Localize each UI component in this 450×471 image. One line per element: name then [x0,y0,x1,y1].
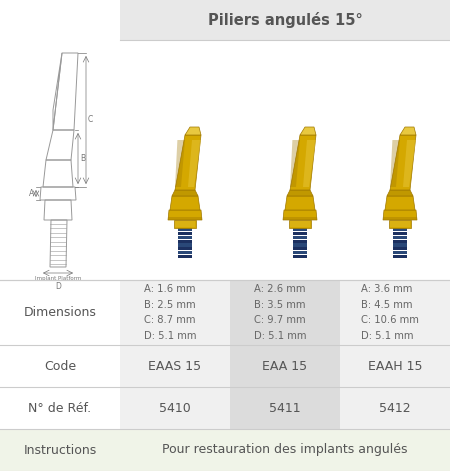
Polygon shape [293,228,307,231]
Polygon shape [172,190,198,196]
Polygon shape [293,244,307,247]
Bar [340,345,450,387]
Polygon shape [178,247,192,251]
Bar [0,387,120,429]
Polygon shape [400,127,416,135]
Polygon shape [178,240,192,243]
Polygon shape [178,228,192,231]
Polygon shape [175,140,185,187]
Text: Piliers angulés 15°: Piliers angulés 15° [207,12,362,28]
Polygon shape [393,255,407,258]
Polygon shape [293,247,307,251]
Text: Dimensions: Dimensions [23,306,96,319]
Text: Pour restauration des implants angulés: Pour restauration des implants angulés [162,444,408,456]
Bar [0,429,450,471]
Text: A: A [29,189,34,198]
Polygon shape [178,251,192,254]
Polygon shape [185,127,201,135]
Polygon shape [393,240,407,243]
Polygon shape [290,135,316,190]
Polygon shape [393,251,407,254]
Polygon shape [188,140,201,187]
Polygon shape [293,236,307,239]
Polygon shape [393,236,407,239]
Polygon shape [293,255,307,258]
Text: 5410: 5410 [159,401,191,414]
Polygon shape [389,220,411,228]
Polygon shape [403,140,416,187]
Bar [340,280,450,345]
Polygon shape [168,217,202,220]
Polygon shape [303,140,316,187]
Polygon shape [393,232,407,235]
Polygon shape [387,190,413,196]
Bar [120,280,230,345]
Bar [120,387,230,429]
Polygon shape [390,140,400,187]
Bar [230,387,340,429]
Bar [120,0,450,40]
Bar [230,280,340,345]
Polygon shape [385,196,415,210]
Polygon shape [390,135,416,190]
Text: 5411: 5411 [269,401,301,414]
Text: EAA 15: EAA 15 [262,359,307,373]
Polygon shape [290,221,310,227]
Text: N° de Réf.: N° de Réf. [28,401,91,414]
Text: C: C [88,115,93,124]
Polygon shape [174,220,196,228]
Polygon shape [293,240,307,243]
Polygon shape [393,228,407,231]
Polygon shape [293,232,307,235]
Polygon shape [290,140,300,187]
Polygon shape [283,210,317,220]
Polygon shape [293,251,307,254]
Polygon shape [287,190,313,196]
Polygon shape [170,196,200,210]
Text: Implant Platform: Implant Platform [35,276,81,281]
Bar [0,280,120,345]
Polygon shape [390,221,410,227]
Polygon shape [289,220,311,228]
Polygon shape [300,127,316,135]
Text: EAAS 15: EAAS 15 [148,359,202,373]
Text: B: B [80,154,85,163]
Polygon shape [175,221,195,227]
Polygon shape [178,255,192,258]
Polygon shape [283,217,317,220]
Polygon shape [285,196,315,210]
Bar [0,40,450,280]
Text: A: 2.6 mm
B: 3.5 mm
C: 9.7 mm
D: 5.1 mm: A: 2.6 mm B: 3.5 mm C: 9.7 mm D: 5.1 mm [254,284,306,341]
Polygon shape [178,236,192,239]
Text: Code: Code [44,359,76,373]
Bar [340,387,450,429]
Text: EAAH 15: EAAH 15 [368,359,422,373]
Bar [230,345,340,387]
Polygon shape [393,247,407,251]
Text: A: 3.6 mm
B: 4.5 mm
C: 10.6 mm
D: 5.1 mm: A: 3.6 mm B: 4.5 mm C: 10.6 mm D: 5.1 mm [361,284,419,341]
Bar [120,345,230,387]
Bar [0,345,120,387]
Polygon shape [178,244,192,247]
Text: 5412: 5412 [379,401,411,414]
Polygon shape [393,244,407,247]
Text: A: 1.6 mm
B: 2.5 mm
C: 8.7 mm
D: 5.1 mm: A: 1.6 mm B: 2.5 mm C: 8.7 mm D: 5.1 mm [144,284,196,341]
Polygon shape [175,135,201,190]
Text: D: D [55,282,61,291]
Text: Instructions: Instructions [23,444,97,456]
Polygon shape [168,210,202,220]
Polygon shape [383,217,417,220]
Polygon shape [383,210,417,220]
Polygon shape [178,232,192,235]
